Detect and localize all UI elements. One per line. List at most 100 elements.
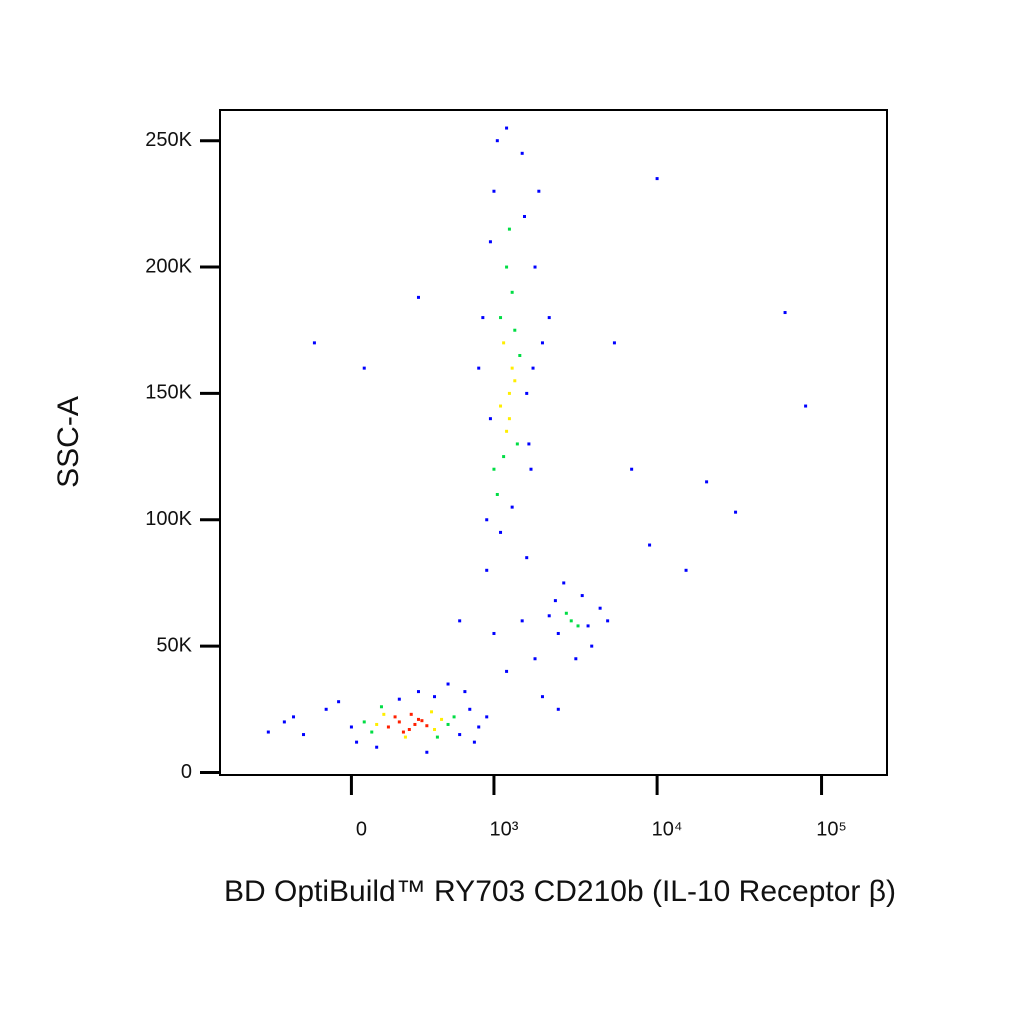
- event-dot: [783, 311, 787, 315]
- event-dot: [379, 705, 383, 709]
- event-dot: [502, 455, 506, 459]
- x-tick-label: 10⁴: [652, 818, 683, 840]
- event-dot: [485, 715, 489, 719]
- event-dot: [527, 442, 531, 446]
- event-dot: [433, 695, 437, 699]
- y-tick-label: 200K: [145, 255, 192, 277]
- event-dot: [403, 735, 407, 739]
- event-dot: [505, 126, 509, 130]
- event-dot: [416, 690, 420, 694]
- event-dot: [533, 657, 537, 661]
- event-dot: [370, 730, 374, 734]
- event-dot: [355, 740, 359, 744]
- event-dot: [485, 518, 489, 522]
- event-dot: [409, 712, 413, 716]
- event-dot: [302, 733, 306, 737]
- event-dot: [529, 467, 533, 471]
- event-dot: [282, 720, 286, 724]
- event-dot: [556, 707, 560, 711]
- event-dot: [684, 568, 688, 572]
- y-axis-label: SSC-A: [52, 396, 85, 488]
- event-dot: [507, 417, 511, 421]
- event-dot: [495, 139, 499, 143]
- event-dot: [505, 265, 509, 269]
- event-dot: [477, 725, 481, 729]
- event-dot: [407, 728, 411, 732]
- event-dot: [495, 492, 499, 496]
- event-dot: [292, 715, 296, 719]
- x-tick-label: 0: [356, 818, 367, 840]
- event-dot: [452, 715, 456, 719]
- event-dot: [440, 717, 444, 721]
- event-dot: [513, 328, 517, 332]
- y-tick-label: 0: [181, 761, 192, 783]
- event-dot: [492, 631, 496, 635]
- event-dot: [375, 722, 379, 726]
- event-dot: [416, 295, 420, 299]
- event-dot: [397, 720, 401, 724]
- event-dot: [804, 404, 808, 408]
- event-dot: [569, 619, 573, 623]
- event-dot: [533, 265, 537, 269]
- event-dot: [420, 719, 424, 723]
- event-dot: [655, 177, 659, 181]
- event-dot: [416, 717, 420, 721]
- event-dot: [520, 151, 524, 155]
- event-dot: [477, 366, 481, 370]
- event-dot: [606, 619, 610, 623]
- event-dot: [458, 619, 462, 623]
- event-dot: [705, 480, 709, 484]
- event-dot: [488, 417, 492, 421]
- event-dot: [492, 189, 496, 193]
- event-dot: [499, 316, 503, 320]
- event-dot: [382, 712, 386, 716]
- event-dot: [540, 341, 544, 345]
- event-dot: [413, 722, 417, 726]
- event-dot: [580, 594, 584, 598]
- y-tick-label: 50K: [156, 634, 192, 656]
- y-tick-label: 100K: [145, 508, 192, 530]
- event-dot: [446, 682, 450, 686]
- event-dot: [525, 556, 529, 560]
- event-dot: [598, 606, 602, 610]
- event-dot: [510, 290, 514, 294]
- event-dot: [505, 429, 509, 433]
- event-dot: [349, 725, 353, 729]
- y-tick-label: 150K: [145, 382, 192, 404]
- event-dot: [505, 669, 509, 673]
- event-dot: [564, 611, 568, 615]
- event-dot: [393, 715, 397, 719]
- event-dot: [507, 227, 511, 231]
- event-dot: [522, 215, 526, 219]
- event-dot: [463, 690, 467, 694]
- event-dot: [425, 750, 429, 754]
- event-dot: [492, 467, 496, 471]
- event-dot: [612, 341, 616, 345]
- x-tick-label: 10³: [490, 818, 519, 840]
- event-dot: [472, 740, 476, 744]
- event-dot: [481, 316, 485, 320]
- event-dot: [547, 614, 551, 618]
- event-dot: [324, 707, 328, 711]
- y-tick-label: 250K: [145, 129, 192, 151]
- event-dot: [430, 710, 434, 714]
- plot-frame: [219, 109, 888, 776]
- event-dot: [590, 644, 594, 648]
- event-dot: [425, 724, 429, 728]
- event-dot: [547, 316, 551, 320]
- event-dot: [362, 366, 366, 370]
- event-dot: [574, 657, 578, 661]
- event-dot: [515, 442, 519, 446]
- event-dot: [312, 341, 316, 345]
- event-dot: [513, 379, 517, 383]
- event-dot: [468, 707, 472, 711]
- event-dot: [337, 700, 341, 704]
- event-dot: [734, 510, 738, 514]
- event-dot: [556, 631, 560, 635]
- event-dot: [507, 391, 511, 395]
- event-dot: [435, 735, 439, 739]
- event-dot: [525, 391, 529, 395]
- event-dot: [576, 624, 580, 628]
- event-dot: [266, 730, 270, 734]
